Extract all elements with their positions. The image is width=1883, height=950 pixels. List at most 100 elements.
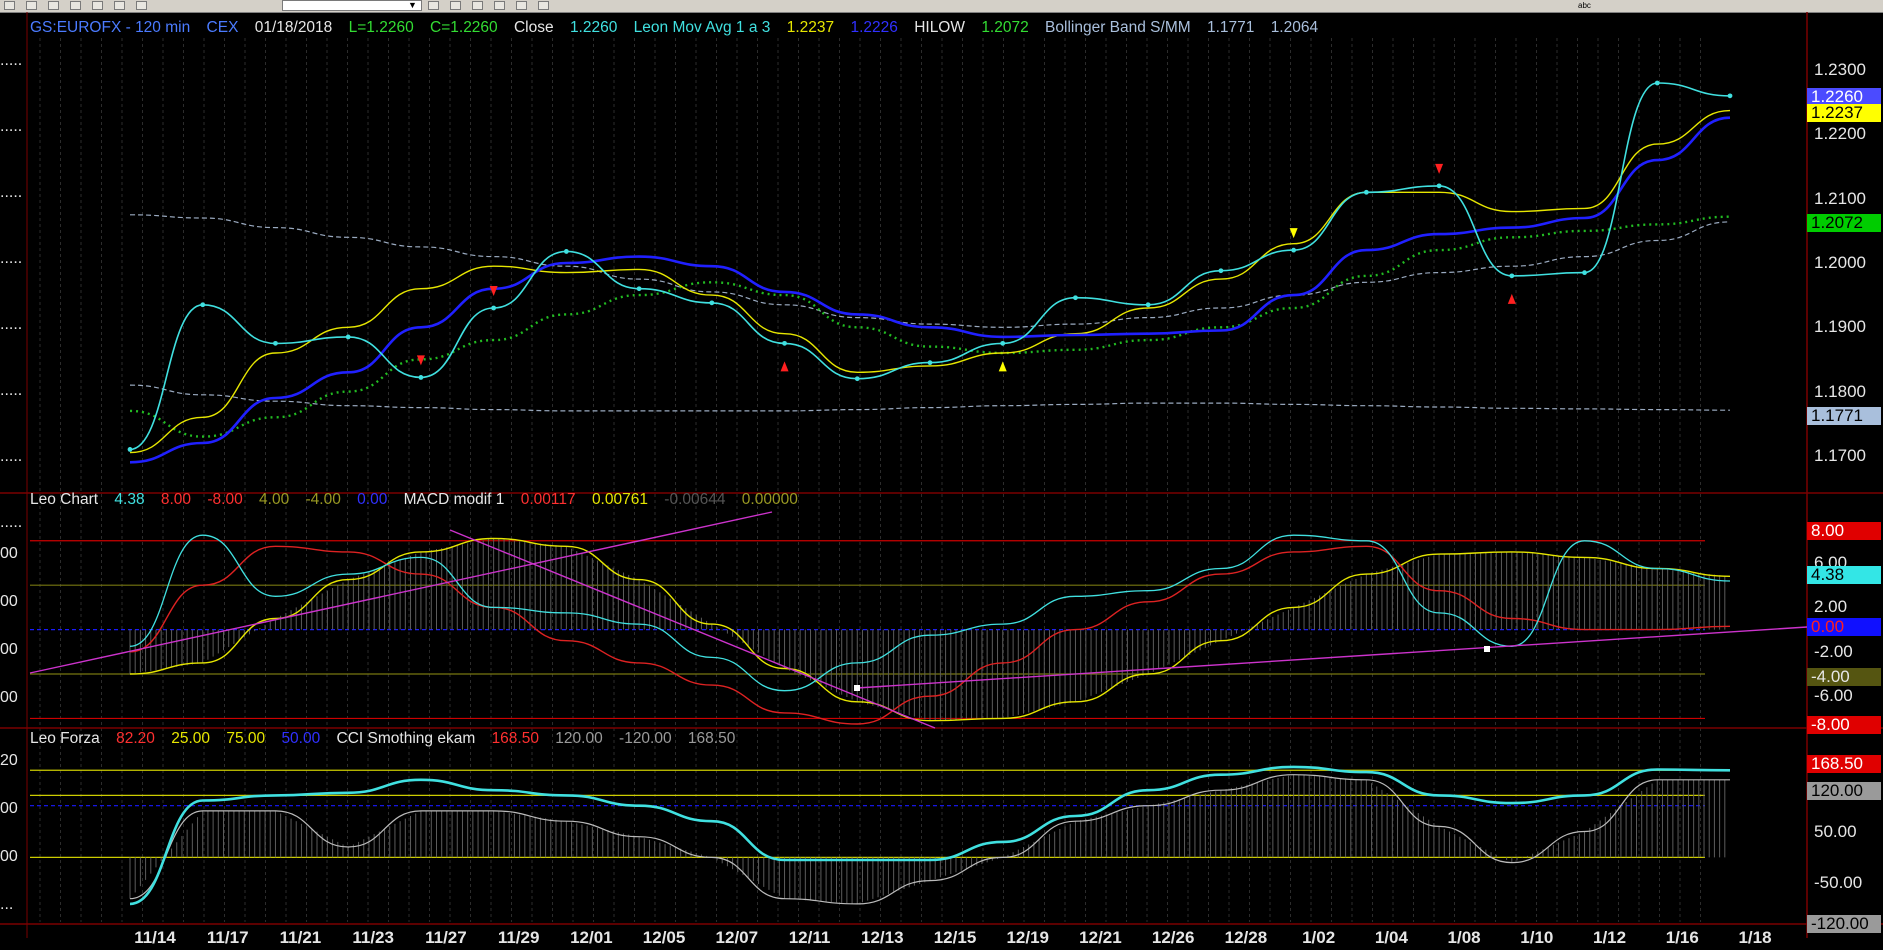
x-axis-label: 11/17	[206, 928, 249, 947]
zoom-in-icon[interactable]	[428, 1, 439, 10]
window-icon[interactable]	[92, 1, 103, 10]
legend-ma-value-2: 1.2226	[850, 19, 898, 36]
leo-chart-line	[129, 534, 1731, 692]
price-y-label: 1.2200	[1814, 124, 1866, 144]
legend-leo-chart: Leo Chart	[30, 491, 99, 508]
arrow-down-icon	[416, 355, 425, 366]
x-axis-label: 12/15	[933, 928, 977, 947]
price-y-label: 1.2000	[1814, 253, 1866, 272]
close-point	[782, 340, 787, 346]
price-y-label: 1.1700	[1814, 445, 1866, 465]
text-tool-label[interactable]: abc	[1578, 1, 1591, 10]
trend-anchor	[1484, 646, 1490, 652]
price-left-label: .....	[0, 514, 23, 531]
price-value-box: 1.1771	[1807, 407, 1881, 425]
close-point	[127, 447, 133, 452]
x-axis-label: 1/16	[1665, 928, 1699, 947]
legend-source: CEX	[206, 19, 239, 36]
cci-y-label: -50.00	[1814, 873, 1863, 893]
zoom-out-icon[interactable]	[450, 1, 461, 10]
x-axis-label: 11/29	[497, 928, 540, 947]
hilow-line	[129, 215, 1731, 438]
grid-layer	[30, 38, 1705, 922]
close-point	[1363, 189, 1369, 195]
panel-bounds	[0, 12, 1883, 938]
close-point	[345, 334, 351, 340]
close-point	[418, 375, 424, 380]
close-point	[200, 302, 206, 308]
close-point	[1218, 268, 1224, 274]
x-axis-label: 1/08	[1447, 928, 1481, 947]
price-value-box: 1.2260	[1807, 88, 1881, 106]
interval-dropdown[interactable]	[282, 0, 422, 11]
close-point	[1436, 183, 1442, 189]
close-point	[1145, 302, 1151, 308]
save-icon[interactable]	[26, 1, 37, 10]
toolbar: ▼ abc	[0, 0, 1883, 13]
legend-forza-level-2: 75.00	[226, 730, 266, 747]
legend-forza-level-3: 50.00	[281, 730, 321, 747]
price-left-label: .....	[0, 250, 23, 267]
macd-value-box: 0.00	[1807, 618, 1881, 636]
macd-left-label: 00	[0, 545, 18, 562]
x-axis-label: 12/21	[1079, 928, 1122, 947]
price-y-label: 1.2100	[1814, 188, 1866, 208]
marker-layer	[29, 163, 1808, 729]
macd-y-label: -6.00	[1814, 686, 1853, 706]
cci-left-label: 00	[0, 848, 18, 865]
legend-leo-forza: Leo Forza	[30, 730, 100, 747]
close-point	[854, 376, 860, 382]
cci-line	[129, 774, 1730, 905]
crosshair-icon[interactable]	[494, 1, 505, 10]
chart-canvas[interactable]	[0, 12, 1883, 950]
legend-bb-lower: 1.1771	[1206, 19, 1255, 36]
macd-left-label: 00	[0, 641, 18, 658]
legend-ma-name: Leon Mov Avg 1 a 3	[633, 19, 771, 36]
macd-y-label: -2.00	[1814, 641, 1853, 661]
macd-y-label: 2.00	[1814, 597, 1848, 617]
cci-legend: Leo Forza 82.20 25.00 75.00 50.00 CCI Sm…	[30, 730, 747, 748]
x-axis-label: 12/05	[642, 928, 686, 947]
open-icon[interactable]	[4, 1, 15, 10]
ma-yellow-line	[129, 109, 1731, 454]
legend-level-1: 8.00	[160, 491, 192, 508]
cci-value-box: 120.00	[1807, 782, 1881, 800]
trendline-magenta	[29, 511, 773, 674]
x-axis-label: 12/13	[860, 928, 904, 947]
text-tool-icon[interactable]	[538, 1, 549, 10]
copy-icon[interactable]	[70, 1, 81, 10]
legend-bb-name: Bollinger Band S/MM	[1045, 19, 1191, 36]
close-point	[1509, 273, 1515, 279]
close-series-line	[129, 82, 1731, 451]
cci-left-label: 00	[0, 800, 18, 817]
price-left-label: .....	[0, 382, 23, 399]
x-axis-label: 1/04	[1374, 928, 1408, 947]
legend-cci-4: 168.50	[687, 730, 736, 747]
legend-forza-value: 82.20	[116, 730, 155, 747]
legend-level-5: 0.00	[357, 491, 388, 508]
close-point	[1000, 340, 1006, 346]
x-axis-label: 11/14	[134, 928, 176, 947]
cci-left-label: ...	[0, 896, 14, 913]
macd-left-label: 00	[0, 593, 18, 610]
cursor-icon[interactable]	[472, 1, 483, 10]
legend-macd-4: 0.00000	[741, 491, 798, 508]
x-axis-label: 1/10	[1520, 928, 1554, 947]
close-point	[273, 340, 278, 346]
chevron-down-icon[interactable]: ▼	[408, 0, 417, 10]
arrow-down-icon	[1435, 163, 1444, 174]
price-left-label: .....	[0, 118, 23, 135]
close-point	[1582, 270, 1587, 276]
arrow-up-icon	[1507, 293, 1516, 304]
close-point	[1291, 247, 1297, 253]
leo-forza-line	[129, 765, 1731, 906]
legend-hilow-value: 1.2072	[981, 19, 1029, 36]
legend-ma-value-1: 1.2237	[786, 19, 835, 36]
cascade-icon[interactable]	[114, 1, 125, 10]
draw-line-icon[interactable]	[516, 1, 527, 10]
macd-value-box: -4.00	[1807, 668, 1881, 686]
price-value-box: 1.2237	[1807, 104, 1881, 122]
price-value-box: 1.2072	[1807, 214, 1881, 232]
print-icon[interactable]	[48, 1, 59, 10]
chart-icon[interactable]	[136, 1, 147, 10]
